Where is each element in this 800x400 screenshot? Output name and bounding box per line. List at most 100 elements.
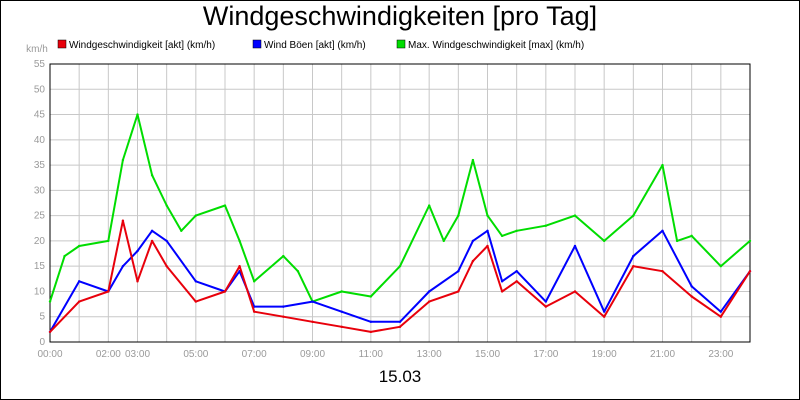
series-point xyxy=(121,158,125,162)
series-point xyxy=(471,239,475,243)
series-point xyxy=(398,320,402,323)
series-point xyxy=(661,163,664,167)
series-point xyxy=(719,315,723,318)
series-point xyxy=(77,300,81,303)
series-point xyxy=(602,239,606,243)
series-point xyxy=(165,264,168,268)
series-point xyxy=(369,295,373,298)
series-point xyxy=(107,239,110,243)
series-point xyxy=(457,214,460,217)
series-point xyxy=(719,310,723,313)
series-point xyxy=(675,239,679,243)
series-point xyxy=(311,300,314,303)
x-tick-label: 17:00 xyxy=(533,349,558,360)
series-point xyxy=(180,229,183,232)
x-tick-label: 05:00 xyxy=(183,349,208,360)
series-point xyxy=(632,214,635,217)
series-point xyxy=(340,310,343,313)
series-point xyxy=(442,239,445,243)
plot-border xyxy=(49,63,751,343)
series-point xyxy=(282,305,285,308)
series-point xyxy=(573,244,577,248)
series-point xyxy=(369,320,373,323)
series-point xyxy=(136,113,139,116)
series-point xyxy=(311,320,314,323)
x-tick-label: 00:00 xyxy=(37,349,62,360)
series-point xyxy=(77,244,81,248)
series-point xyxy=(748,270,752,273)
series-point xyxy=(661,229,664,232)
series-point xyxy=(515,280,518,283)
series-point xyxy=(471,158,475,162)
legend-label: Windgeschwindigkeit [akt] (km/h) xyxy=(69,40,215,51)
series-point xyxy=(340,325,343,329)
x-tick-label: 07:00 xyxy=(242,349,267,360)
series-point xyxy=(719,264,723,268)
series-line xyxy=(49,219,751,333)
series-point xyxy=(223,204,227,207)
y-tick-label: 10 xyxy=(34,286,46,297)
series-point xyxy=(486,244,489,248)
y-tick-label: 55 xyxy=(34,59,46,70)
series-point xyxy=(398,325,402,329)
series-point xyxy=(282,254,285,258)
series-point xyxy=(121,219,125,222)
series-point xyxy=(48,330,52,334)
y-tick-label: 20 xyxy=(34,236,46,247)
y-tick-label: 15 xyxy=(34,261,46,272)
x-tick-label: 21:00 xyxy=(650,349,675,360)
date-label: 15.03 xyxy=(378,367,422,386)
series-point xyxy=(544,300,548,303)
series-point xyxy=(48,300,52,303)
series-point xyxy=(486,214,489,217)
series-point xyxy=(77,280,81,283)
series-point xyxy=(194,214,198,217)
x-tick-label: 19:00 xyxy=(592,349,617,360)
chart-title: Windgeschwindigkeiten [pro Tag] xyxy=(202,1,598,31)
series-point xyxy=(194,280,198,283)
series-point xyxy=(136,280,139,283)
series-point xyxy=(252,280,256,283)
series-point xyxy=(690,234,693,238)
legend-swatch xyxy=(57,39,67,49)
legend-swatch xyxy=(252,39,262,49)
series-point xyxy=(690,295,693,298)
series-point xyxy=(602,315,606,318)
series-point xyxy=(602,310,606,313)
x-tick-label: 13:00 xyxy=(417,349,442,360)
series-point xyxy=(486,229,489,232)
series-point xyxy=(238,239,241,243)
series-point xyxy=(282,315,285,318)
series-point xyxy=(427,204,431,207)
series-point xyxy=(136,249,139,253)
legend-swatch xyxy=(396,39,406,49)
series-point xyxy=(165,239,168,243)
legend-label: Wind Böen [akt] (km/h) xyxy=(264,40,366,51)
y-tick-label: 40 xyxy=(34,135,46,146)
series-point xyxy=(457,290,460,293)
series-point xyxy=(544,224,548,227)
series-point xyxy=(515,229,518,232)
series-point xyxy=(296,270,300,273)
series-point xyxy=(500,234,504,238)
series-point xyxy=(690,285,693,288)
y-tick-label: 50 xyxy=(34,84,46,95)
series-point xyxy=(573,290,577,293)
series-point xyxy=(457,270,460,273)
y-tick-label: 5 xyxy=(39,312,45,323)
series-point xyxy=(427,290,431,293)
series-point xyxy=(427,300,431,303)
series-point xyxy=(515,270,518,273)
x-tick-label: 11:00 xyxy=(359,349,384,360)
series-point xyxy=(632,254,635,258)
series-point xyxy=(632,264,635,268)
series-point xyxy=(471,259,475,263)
series-point xyxy=(121,264,125,268)
x-tick-label: 02:00 xyxy=(96,349,121,360)
series-point xyxy=(369,330,373,334)
y-tick-label: 35 xyxy=(34,160,46,171)
x-tick-label: 15:00 xyxy=(475,349,500,360)
y-tick-label: 0 xyxy=(39,337,45,348)
series-line xyxy=(49,229,751,333)
